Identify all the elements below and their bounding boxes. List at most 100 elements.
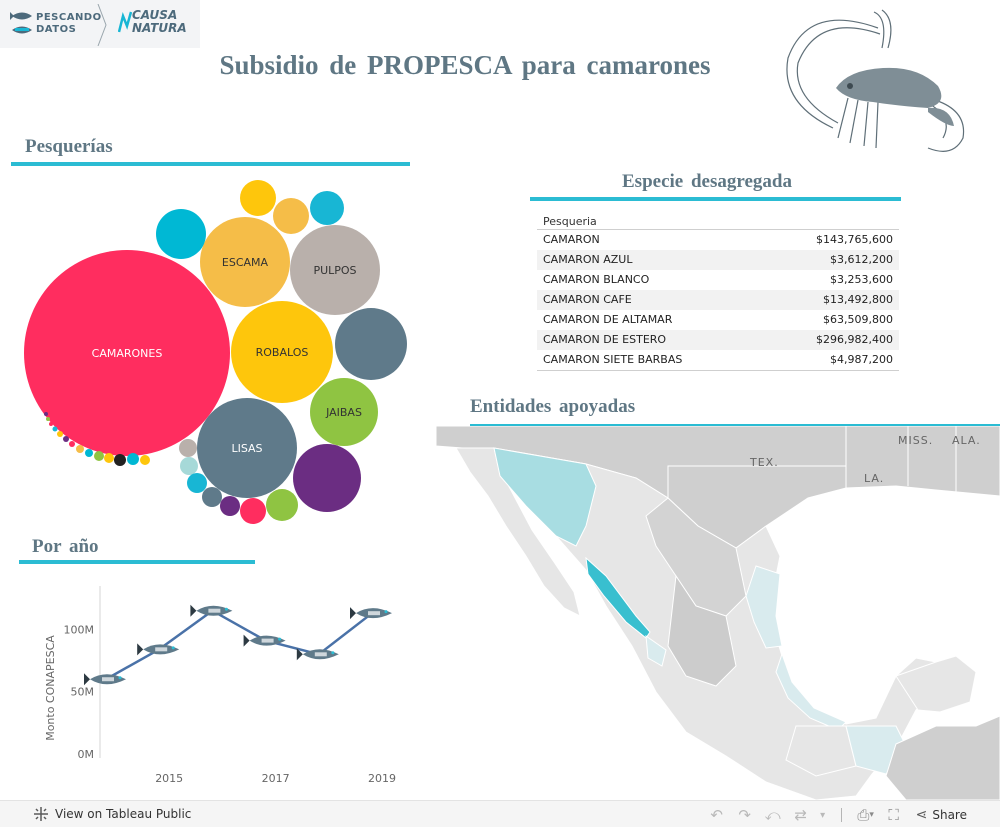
- bubble-dot[interactable]: [76, 445, 84, 453]
- table-row[interactable]: CAMARON DE ALTAMAR $63,509,800: [537, 310, 899, 330]
- bubble-dot[interactable]: [180, 457, 198, 475]
- undo-icon[interactable]: ↶: [710, 806, 723, 824]
- bubble-dot[interactable]: [69, 441, 75, 447]
- fish-icon[interactable]: [350, 607, 392, 620]
- fullscreen-icon[interactable]: ⛶: [888, 806, 899, 824]
- bubble-dot[interactable]: [220, 496, 240, 516]
- share-button[interactable]: ⋖ Share: [916, 807, 967, 823]
- share-icon: ⋖: [915, 807, 928, 823]
- bubble-dot[interactable]: [187, 473, 207, 493]
- section-bar-especie: [530, 197, 901, 201]
- map-label-tex: TEX.: [749, 456, 779, 469]
- table-row[interactable]: CAMARON CAFE $13,492,800: [537, 290, 899, 310]
- fish-icon[interactable]: [137, 643, 180, 656]
- bubble-dot[interactable]: [49, 422, 53, 426]
- bubble-dot[interactable]: [44, 412, 48, 416]
- page-title: Subsidio de PROPESCA para camarones: [219, 50, 711, 80]
- state-central: [667, 574, 737, 687]
- bubble-label-pulpos: PULPOS: [313, 264, 356, 277]
- bubble-small-6[interactable]: [335, 308, 407, 380]
- logo-text-natura: NATURA: [132, 21, 187, 35]
- bubble-small-7[interactable]: [293, 444, 361, 512]
- row-name: CAMARON BLANCO: [543, 273, 650, 286]
- bubble-small-9[interactable]: [240, 180, 276, 216]
- row-name: CAMARON DE ALTAMAR: [543, 313, 673, 326]
- bubble-dot[interactable]: [202, 487, 222, 507]
- bubble-label-robalos: ROBALOS: [256, 346, 309, 359]
- bubble-dot[interactable]: [52, 426, 58, 432]
- share-label: Share: [932, 808, 967, 822]
- bubble-dot[interactable]: [127, 453, 139, 465]
- table-body: CAMARON $143,765,600 CAMARON AZUL $3,612,20…: [537, 230, 899, 370]
- bubble-dot[interactable]: [140, 455, 150, 465]
- row-name: CAMARON SIETE BARBAS: [543, 353, 683, 366]
- fish-icon[interactable]: [243, 634, 286, 647]
- tableau-icon: [34, 807, 48, 821]
- y-tick-label: 100M: [64, 623, 95, 636]
- fish-icon[interactable]: [84, 673, 126, 686]
- bubble-dot[interactable]: [63, 436, 69, 442]
- bubble-chart: CAMARONES ESCAMA PULPOS ROBALOS LISAS JAIBAS: [24, 180, 407, 524]
- fish-icon[interactable]: [190, 604, 233, 617]
- section-bar-por-anio: [19, 560, 255, 564]
- bubble-robalos[interactable]: [231, 301, 333, 403]
- bubble-dot[interactable]: [94, 451, 104, 461]
- bubble-dot[interactable]: [46, 417, 50, 421]
- bubble-label-jaibas: JAIBAS: [325, 406, 362, 419]
- logo-text-causa: CAUSA: [132, 8, 178, 22]
- state-sonora: [493, 447, 597, 547]
- bubble-jaibas[interactable]: [310, 378, 378, 446]
- bubble-lisas[interactable]: [197, 398, 297, 498]
- table-bottom-border: [537, 370, 899, 371]
- bubble-dot[interactable]: [266, 489, 298, 521]
- series-line: [105, 609, 373, 681]
- state-yucatan: [895, 655, 977, 713]
- section-bar-pesquerias: [11, 162, 410, 166]
- bubble-pulpos[interactable]: [290, 225, 380, 315]
- year-line-chart: Monto CONAPESCA 0M 50M 100M 2015 2017 2019: [44, 586, 396, 785]
- table-row[interactable]: CAMARON SIETE BARBAS $4,987,200: [537, 350, 899, 370]
- table-row[interactable]: CAMARON AZUL $3,612,200: [537, 250, 899, 270]
- bubble-dot[interactable]: [179, 439, 197, 457]
- bubble-dot[interactable]: [57, 431, 63, 437]
- bubble-dot[interactable]: [114, 454, 126, 466]
- bubble-dot[interactable]: [104, 453, 114, 463]
- y-tick-label: 50M: [71, 686, 95, 699]
- bubble-dot[interactable]: [85, 449, 93, 457]
- redo-icon[interactable]: ↷: [738, 806, 751, 824]
- shrimp-illustration: [786, 9, 965, 152]
- map-svg: MISS. ALA. TEX. LA.: [436, 426, 1000, 800]
- bubble-dot[interactable]: [240, 498, 266, 524]
- table-row[interactable]: CAMARON DE ESTERO $296,982,400: [537, 330, 899, 350]
- entities-map[interactable]: MISS. ALA. TEX. LA.: [436, 426, 1000, 800]
- bubble-small-11[interactable]: [310, 191, 344, 225]
- bubble-small-8[interactable]: [156, 209, 206, 259]
- row-name: CAMARON DE ESTERO: [543, 333, 667, 346]
- row-value: $3,253,600: [830, 273, 893, 286]
- y-tick-label: 0M: [78, 748, 95, 761]
- bubble-label-lisas: LISAS: [231, 442, 262, 455]
- toolbar-separator: [840, 808, 842, 822]
- revert-icon[interactable]: ⤺: [764, 806, 781, 824]
- x-tick-label: 2015: [155, 772, 183, 785]
- pause-chevron-down-icon[interactable]: ▾: [820, 809, 826, 821]
- row-name: CAMARON: [543, 233, 600, 246]
- causa-natura-logo[interactable]: CAUSA NATURA: [117, 8, 198, 40]
- view-on-tableau-link[interactable]: View on Tableau Public: [33, 806, 191, 822]
- row-value: $3,612,200: [830, 253, 893, 266]
- refresh-icon[interactable]: ⇄: [794, 806, 807, 824]
- table-row[interactable]: CAMARON $143,765,600: [537, 230, 899, 250]
- section-title-por-anio: Por año: [32, 536, 99, 557]
- row-name: CAMARON AZUL: [543, 253, 633, 266]
- bubble-camarones[interactable]: [24, 250, 230, 456]
- logo-bar: PESCANDO DATOS CAUSA NATURA: [0, 0, 200, 48]
- pescando-datos-logo[interactable]: PESCANDO DATOS: [10, 10, 101, 38]
- fish-icon[interactable]: [296, 648, 339, 661]
- bubble-label-camarones: CAMARONES: [92, 347, 163, 360]
- download-icon[interactable]: ⎙ ▾: [857, 806, 874, 824]
- bubble-small-10[interactable]: [273, 198, 309, 234]
- table-row[interactable]: CAMARON BLANCO $3,253,600: [537, 270, 899, 290]
- central-america: [885, 715, 1000, 800]
- logo-separator: [97, 4, 107, 46]
- bubble-escama[interactable]: [200, 217, 290, 307]
